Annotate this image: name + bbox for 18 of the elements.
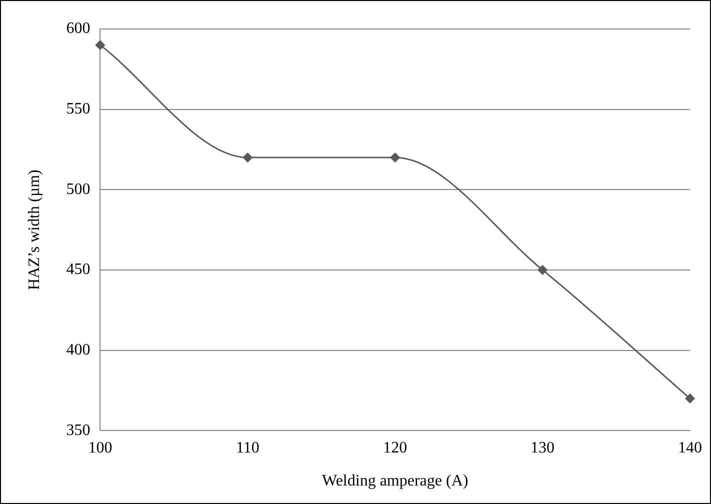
point <box>390 152 400 162</box>
point <box>95 40 105 50</box>
y-tick-label: 500 <box>66 180 90 198</box>
point <box>242 152 252 162</box>
x-tick-label: 100 <box>88 439 112 456</box>
point <box>685 394 695 404</box>
point <box>538 265 548 275</box>
y-tick-label: 400 <box>66 341 90 358</box>
y-tick-label: 450 <box>66 261 90 278</box>
y-tick-label: 350 <box>66 422 90 439</box>
y-tick-label: 550 <box>66 100 90 118</box>
y-axis-title: HAZ’s width (µm) <box>26 170 43 290</box>
x-axis-title: Welding amperage (A) <box>322 472 468 490</box>
y-tick-label: 600 <box>66 20 90 38</box>
x-tick-label: 130 <box>530 439 555 456</box>
x-tick-label: 120 <box>383 439 408 456</box>
x-tick-label: 140 <box>678 439 702 456</box>
x-tick-label: 110 <box>236 439 260 456</box>
